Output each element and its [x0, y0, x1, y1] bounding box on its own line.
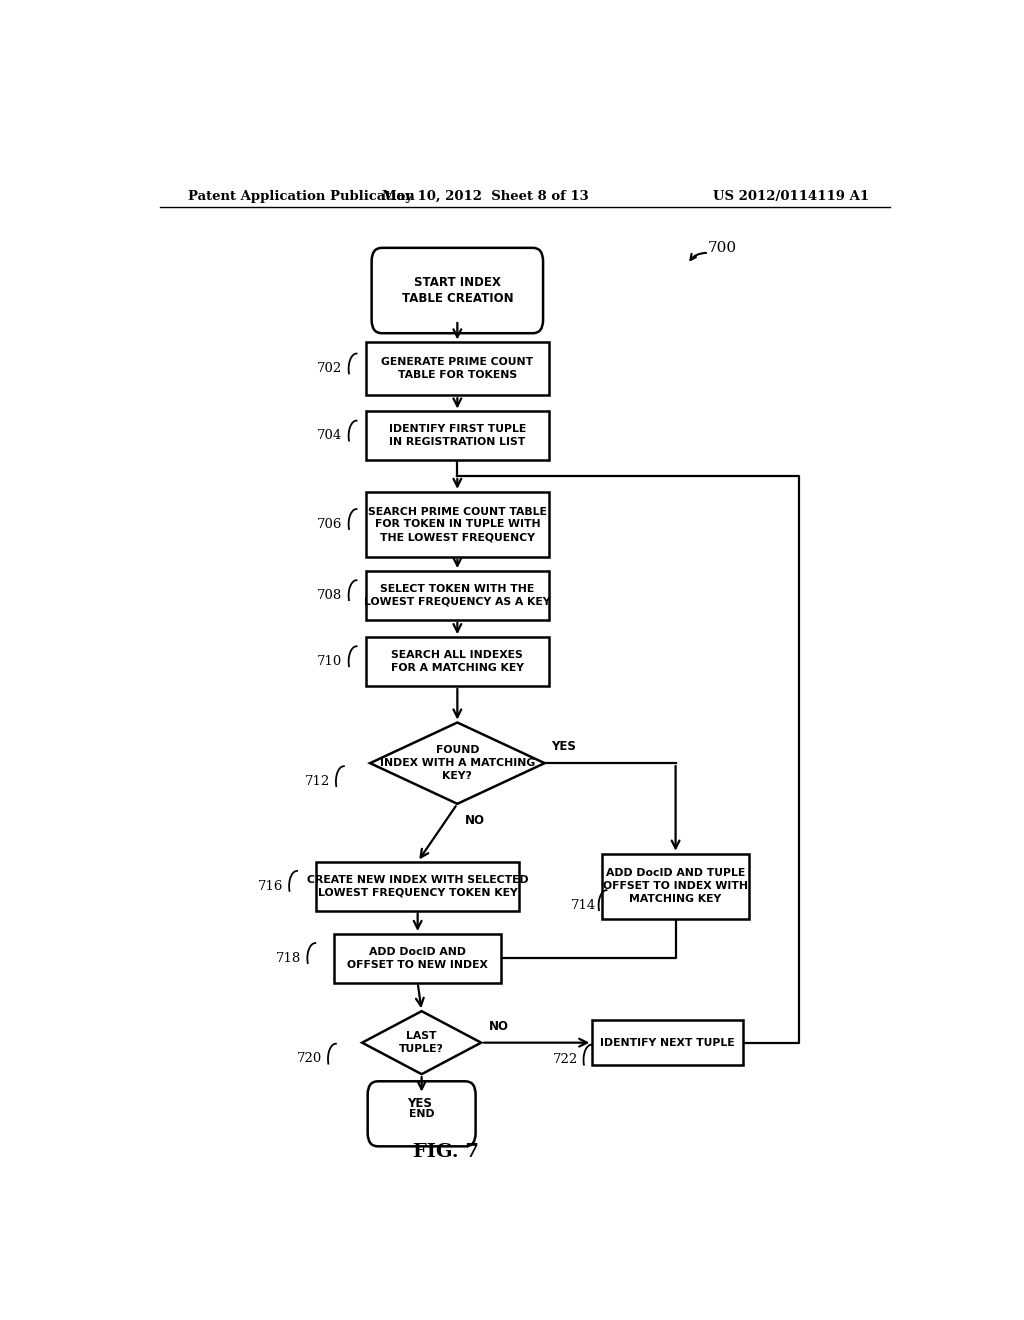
Text: 704: 704	[317, 429, 342, 442]
Text: 714: 714	[571, 899, 596, 912]
Text: SELECT TOKEN WITH THE
LOWEST FREQUENCY AS A KEY: SELECT TOKEN WITH THE LOWEST FREQUENCY A…	[365, 583, 551, 607]
Polygon shape	[362, 1011, 481, 1074]
FancyBboxPatch shape	[368, 1081, 475, 1146]
FancyBboxPatch shape	[372, 248, 543, 333]
Bar	[334, 935, 501, 982]
Bar	[367, 572, 549, 620]
Text: Patent Application Publication: Patent Application Publication	[187, 190, 415, 202]
Text: NO: NO	[489, 1019, 509, 1032]
Text: 718: 718	[275, 952, 301, 965]
Text: FOUND
INDEX WITH A MATCHING
KEY?: FOUND INDEX WITH A MATCHING KEY?	[380, 746, 535, 781]
Text: START INDEX
TABLE CREATION: START INDEX TABLE CREATION	[401, 276, 513, 305]
Text: 716: 716	[257, 879, 283, 892]
Text: 710: 710	[317, 655, 342, 668]
Text: SEARCH PRIME COUNT TABLE
FOR TOKEN IN TUPLE WITH
THE LOWEST FREQUENCY: SEARCH PRIME COUNT TABLE FOR TOKEN IN TU…	[368, 507, 547, 543]
Text: LAST
TUPLE?: LAST TUPLE?	[399, 1031, 444, 1055]
Text: NO: NO	[465, 814, 485, 826]
Text: YES: YES	[407, 1097, 432, 1110]
Text: YES: YES	[551, 741, 575, 752]
Bar	[316, 862, 519, 911]
Bar	[367, 492, 549, 557]
Text: CREATE NEW INDEX WITH SELECTED
LOWEST FREQUENCY TOKEN KEY: CREATE NEW INDEX WITH SELECTED LOWEST FR…	[307, 875, 528, 898]
Polygon shape	[370, 722, 545, 804]
Text: 712: 712	[305, 775, 331, 788]
Text: US 2012/0114119 A1: US 2012/0114119 A1	[713, 190, 868, 202]
Text: 720: 720	[297, 1052, 323, 1065]
Text: GENERATE PRIME COUNT
TABLE FOR TOKENS: GENERATE PRIME COUNT TABLE FOR TOKENS	[381, 358, 534, 380]
Bar	[602, 854, 749, 919]
Text: 700: 700	[708, 240, 736, 255]
Text: 722: 722	[553, 1053, 578, 1067]
Text: ADD DocID AND
OFFSET TO NEW INDEX: ADD DocID AND OFFSET TO NEW INDEX	[347, 946, 488, 970]
Text: 706: 706	[316, 517, 342, 531]
Text: IDENTIFY NEXT TUPLE: IDENTIFY NEXT TUPLE	[600, 1038, 735, 1048]
Bar	[592, 1020, 743, 1065]
Text: 702: 702	[317, 362, 342, 375]
Text: 708: 708	[317, 589, 342, 602]
Text: IDENTIFY FIRST TUPLE
IN REGISTRATION LIST: IDENTIFY FIRST TUPLE IN REGISTRATION LIS…	[389, 425, 526, 447]
Text: END: END	[409, 1109, 434, 1119]
Bar	[367, 412, 549, 461]
Text: May 10, 2012  Sheet 8 of 13: May 10, 2012 Sheet 8 of 13	[382, 190, 589, 202]
Text: FIG. 7: FIG. 7	[413, 1143, 478, 1162]
Text: SEARCH ALL INDEXES
FOR A MATCHING KEY: SEARCH ALL INDEXES FOR A MATCHING KEY	[391, 651, 524, 673]
Bar	[367, 342, 549, 395]
Text: ADD DocID AND TUPLE
OFFSET TO INDEX WITH
MATCHING KEY: ADD DocID AND TUPLE OFFSET TO INDEX WITH…	[603, 869, 749, 904]
Bar	[367, 638, 549, 686]
